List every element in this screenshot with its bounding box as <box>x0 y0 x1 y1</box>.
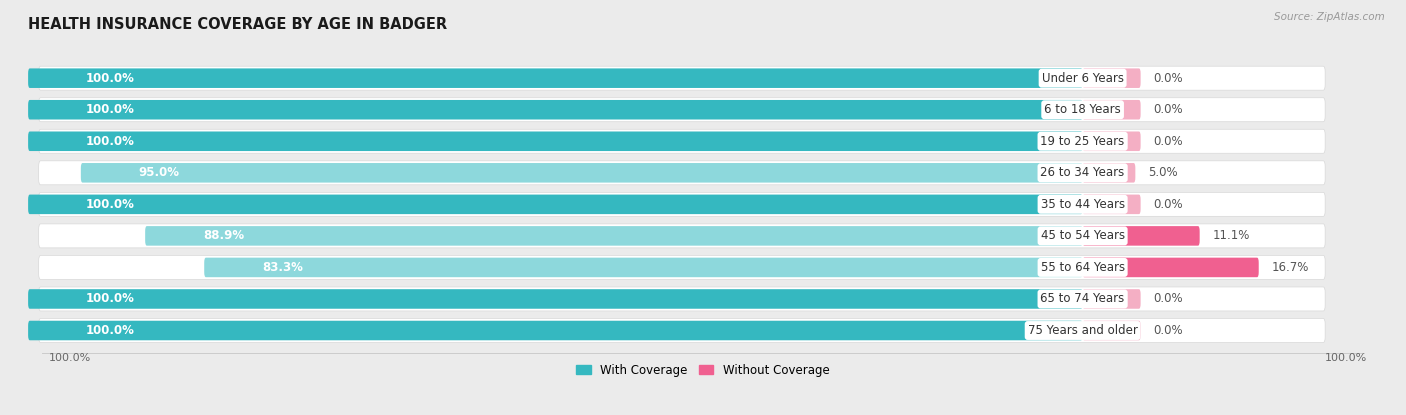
Text: HEALTH INSURANCE COVERAGE BY AGE IN BADGER: HEALTH INSURANCE COVERAGE BY AGE IN BADG… <box>28 17 447 32</box>
Text: 0.0%: 0.0% <box>1153 324 1182 337</box>
Text: 65 to 74 Years: 65 to 74 Years <box>1040 293 1125 305</box>
FancyBboxPatch shape <box>82 163 1083 183</box>
FancyBboxPatch shape <box>28 289 1083 309</box>
Text: 88.9%: 88.9% <box>202 229 245 242</box>
Text: 100.0%: 100.0% <box>86 293 135 305</box>
FancyBboxPatch shape <box>28 132 1083 151</box>
FancyBboxPatch shape <box>39 319 1324 342</box>
Text: 16.7%: 16.7% <box>1271 261 1309 274</box>
Text: 100.0%: 100.0% <box>86 72 135 85</box>
Legend: With Coverage, Without Coverage: With Coverage, Without Coverage <box>572 359 834 381</box>
FancyBboxPatch shape <box>1083 100 1140 120</box>
Text: 100.0%: 100.0% <box>86 324 135 337</box>
Text: 75 Years and older: 75 Years and older <box>1028 324 1137 337</box>
Text: 5.0%: 5.0% <box>1147 166 1178 179</box>
Text: 0.0%: 0.0% <box>1153 293 1182 305</box>
Text: 0.0%: 0.0% <box>1153 103 1182 116</box>
FancyBboxPatch shape <box>1083 68 1140 88</box>
FancyBboxPatch shape <box>1083 321 1140 340</box>
FancyBboxPatch shape <box>1083 226 1199 246</box>
FancyBboxPatch shape <box>28 195 1083 214</box>
Text: Source: ZipAtlas.com: Source: ZipAtlas.com <box>1274 12 1385 22</box>
Text: 100.0%: 100.0% <box>86 103 135 116</box>
Text: Under 6 Years: Under 6 Years <box>1042 72 1123 85</box>
FancyBboxPatch shape <box>145 226 1083 246</box>
FancyBboxPatch shape <box>1083 258 1258 277</box>
Text: 100.0%: 100.0% <box>86 198 135 211</box>
Text: 0.0%: 0.0% <box>1153 72 1182 85</box>
FancyBboxPatch shape <box>39 256 1324 279</box>
Text: 100.0%: 100.0% <box>86 135 135 148</box>
Text: 26 to 34 Years: 26 to 34 Years <box>1040 166 1125 179</box>
FancyBboxPatch shape <box>39 66 1324 90</box>
Text: 83.3%: 83.3% <box>262 261 304 274</box>
FancyBboxPatch shape <box>1083 163 1135 183</box>
Text: 6 to 18 Years: 6 to 18 Years <box>1045 103 1121 116</box>
Text: 11.1%: 11.1% <box>1212 229 1250 242</box>
FancyBboxPatch shape <box>39 161 1324 185</box>
FancyBboxPatch shape <box>28 100 1083 120</box>
FancyBboxPatch shape <box>39 287 1324 311</box>
Text: 35 to 44 Years: 35 to 44 Years <box>1040 198 1125 211</box>
Text: 45 to 54 Years: 45 to 54 Years <box>1040 229 1125 242</box>
FancyBboxPatch shape <box>39 224 1324 248</box>
FancyBboxPatch shape <box>204 258 1083 277</box>
FancyBboxPatch shape <box>1083 195 1140 214</box>
FancyBboxPatch shape <box>39 193 1324 216</box>
FancyBboxPatch shape <box>39 98 1324 122</box>
Text: 100.0%: 100.0% <box>1324 353 1367 363</box>
Text: 100.0%: 100.0% <box>49 353 91 363</box>
Text: 0.0%: 0.0% <box>1153 135 1182 148</box>
FancyBboxPatch shape <box>28 68 1083 88</box>
FancyBboxPatch shape <box>28 321 1083 340</box>
Text: 19 to 25 Years: 19 to 25 Years <box>1040 135 1125 148</box>
FancyBboxPatch shape <box>1083 132 1140 151</box>
Text: 95.0%: 95.0% <box>139 166 180 179</box>
FancyBboxPatch shape <box>39 129 1324 153</box>
Text: 0.0%: 0.0% <box>1153 198 1182 211</box>
FancyBboxPatch shape <box>1083 289 1140 309</box>
Text: 55 to 64 Years: 55 to 64 Years <box>1040 261 1125 274</box>
